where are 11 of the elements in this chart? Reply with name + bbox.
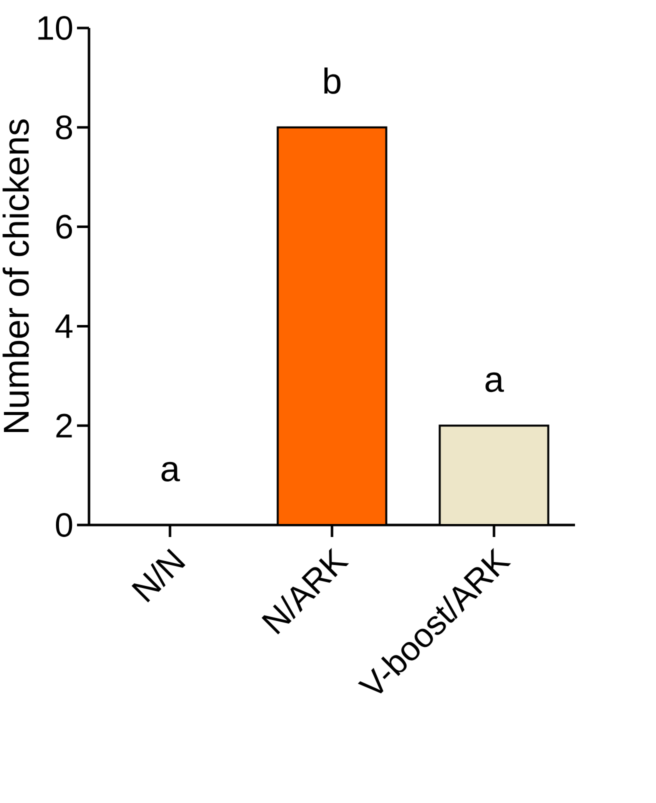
y-tick-label: 10: [38, 16, 72, 40]
y-axis-title: Number of chickens: [2, 119, 29, 432]
annotation: a: [162, 462, 180, 482]
y-tick-label: 2: [56, 414, 72, 438]
y-tick-label: 6: [56, 214, 72, 239]
y-tick-label: 8: [56, 115, 72, 140]
annotation: b: [324, 68, 340, 94]
y-tick-label: 4: [55, 314, 72, 338]
annotation: a: [486, 372, 504, 392]
y-tick-label: 0: [56, 512, 72, 537]
x-tick-label: N/N: [132, 548, 186, 602]
